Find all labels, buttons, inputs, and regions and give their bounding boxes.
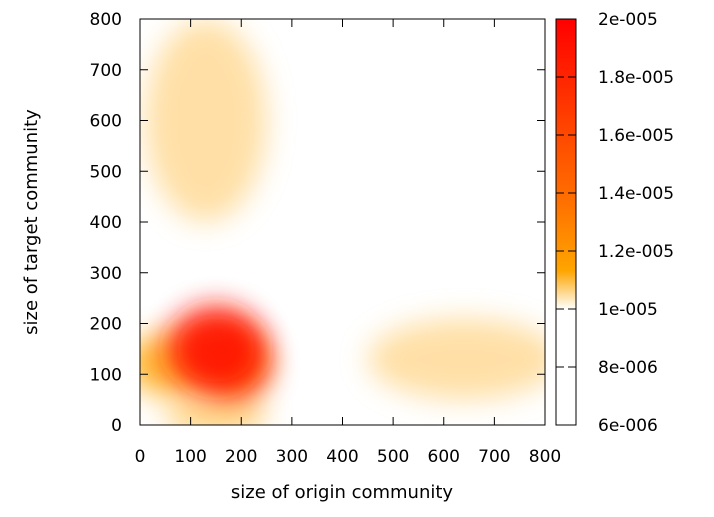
x-tick-label: 200 xyxy=(225,447,257,467)
x-axis: 0 100 200 300 400 500 600 700 800 xyxy=(135,19,561,467)
x-axis-title: size of origin community xyxy=(231,482,454,503)
y-tick-label: 600 xyxy=(90,112,122,132)
y-axis-title: size of target community xyxy=(21,109,42,335)
heat-region-2 xyxy=(367,318,545,400)
colorbar-tick-label: 1e-005 xyxy=(598,300,658,320)
colorbar-axis: 6e-006 8e-006 1e-005 1.2e-005 1.4e-005 1.6e-0… xyxy=(556,10,674,436)
y-axis: 0 100 200 300 400 500 600 700 800 xyxy=(90,10,545,436)
colorbar-tick-label: 8e-006 xyxy=(598,358,658,378)
y-tick-label: 500 xyxy=(90,162,122,182)
colorbar-tick-label: 1.8e-005 xyxy=(598,68,674,88)
colorbar-tick-label: 1.6e-005 xyxy=(598,126,674,146)
y-tick-label: 300 xyxy=(90,264,122,284)
y-tick-label: 200 xyxy=(90,315,122,335)
y-tick-label: 800 xyxy=(90,10,122,30)
y-tick-label: 400 xyxy=(90,213,122,233)
y-tick-label: 0 xyxy=(111,416,122,436)
x-tick-label: 500 xyxy=(377,447,409,467)
x-tick-label: 700 xyxy=(478,447,510,467)
colorbar-tick-label: 2e-005 xyxy=(598,10,658,30)
colorbar-tick-label: 1.2e-005 xyxy=(598,242,674,262)
x-tick-label: 400 xyxy=(326,447,358,467)
heat-region-1 xyxy=(145,19,267,222)
heat-region-3 xyxy=(165,394,267,425)
x-tick-label: 300 xyxy=(276,447,308,467)
colorbar-tick-label: 1.4e-005 xyxy=(598,184,674,204)
heatmap-surface xyxy=(140,19,545,425)
x-tick-label: 0 xyxy=(135,447,146,467)
x-tick-label: 100 xyxy=(174,447,206,467)
colorbar-tick-label: 6e-006 xyxy=(598,416,658,436)
y-tick-label: 700 xyxy=(90,61,122,81)
colorbar xyxy=(555,18,577,426)
x-tick-label: 800 xyxy=(529,447,561,467)
heat-region-6 xyxy=(167,305,265,393)
x-tick-label: 600 xyxy=(428,447,460,467)
y-tick-label: 100 xyxy=(90,365,122,385)
